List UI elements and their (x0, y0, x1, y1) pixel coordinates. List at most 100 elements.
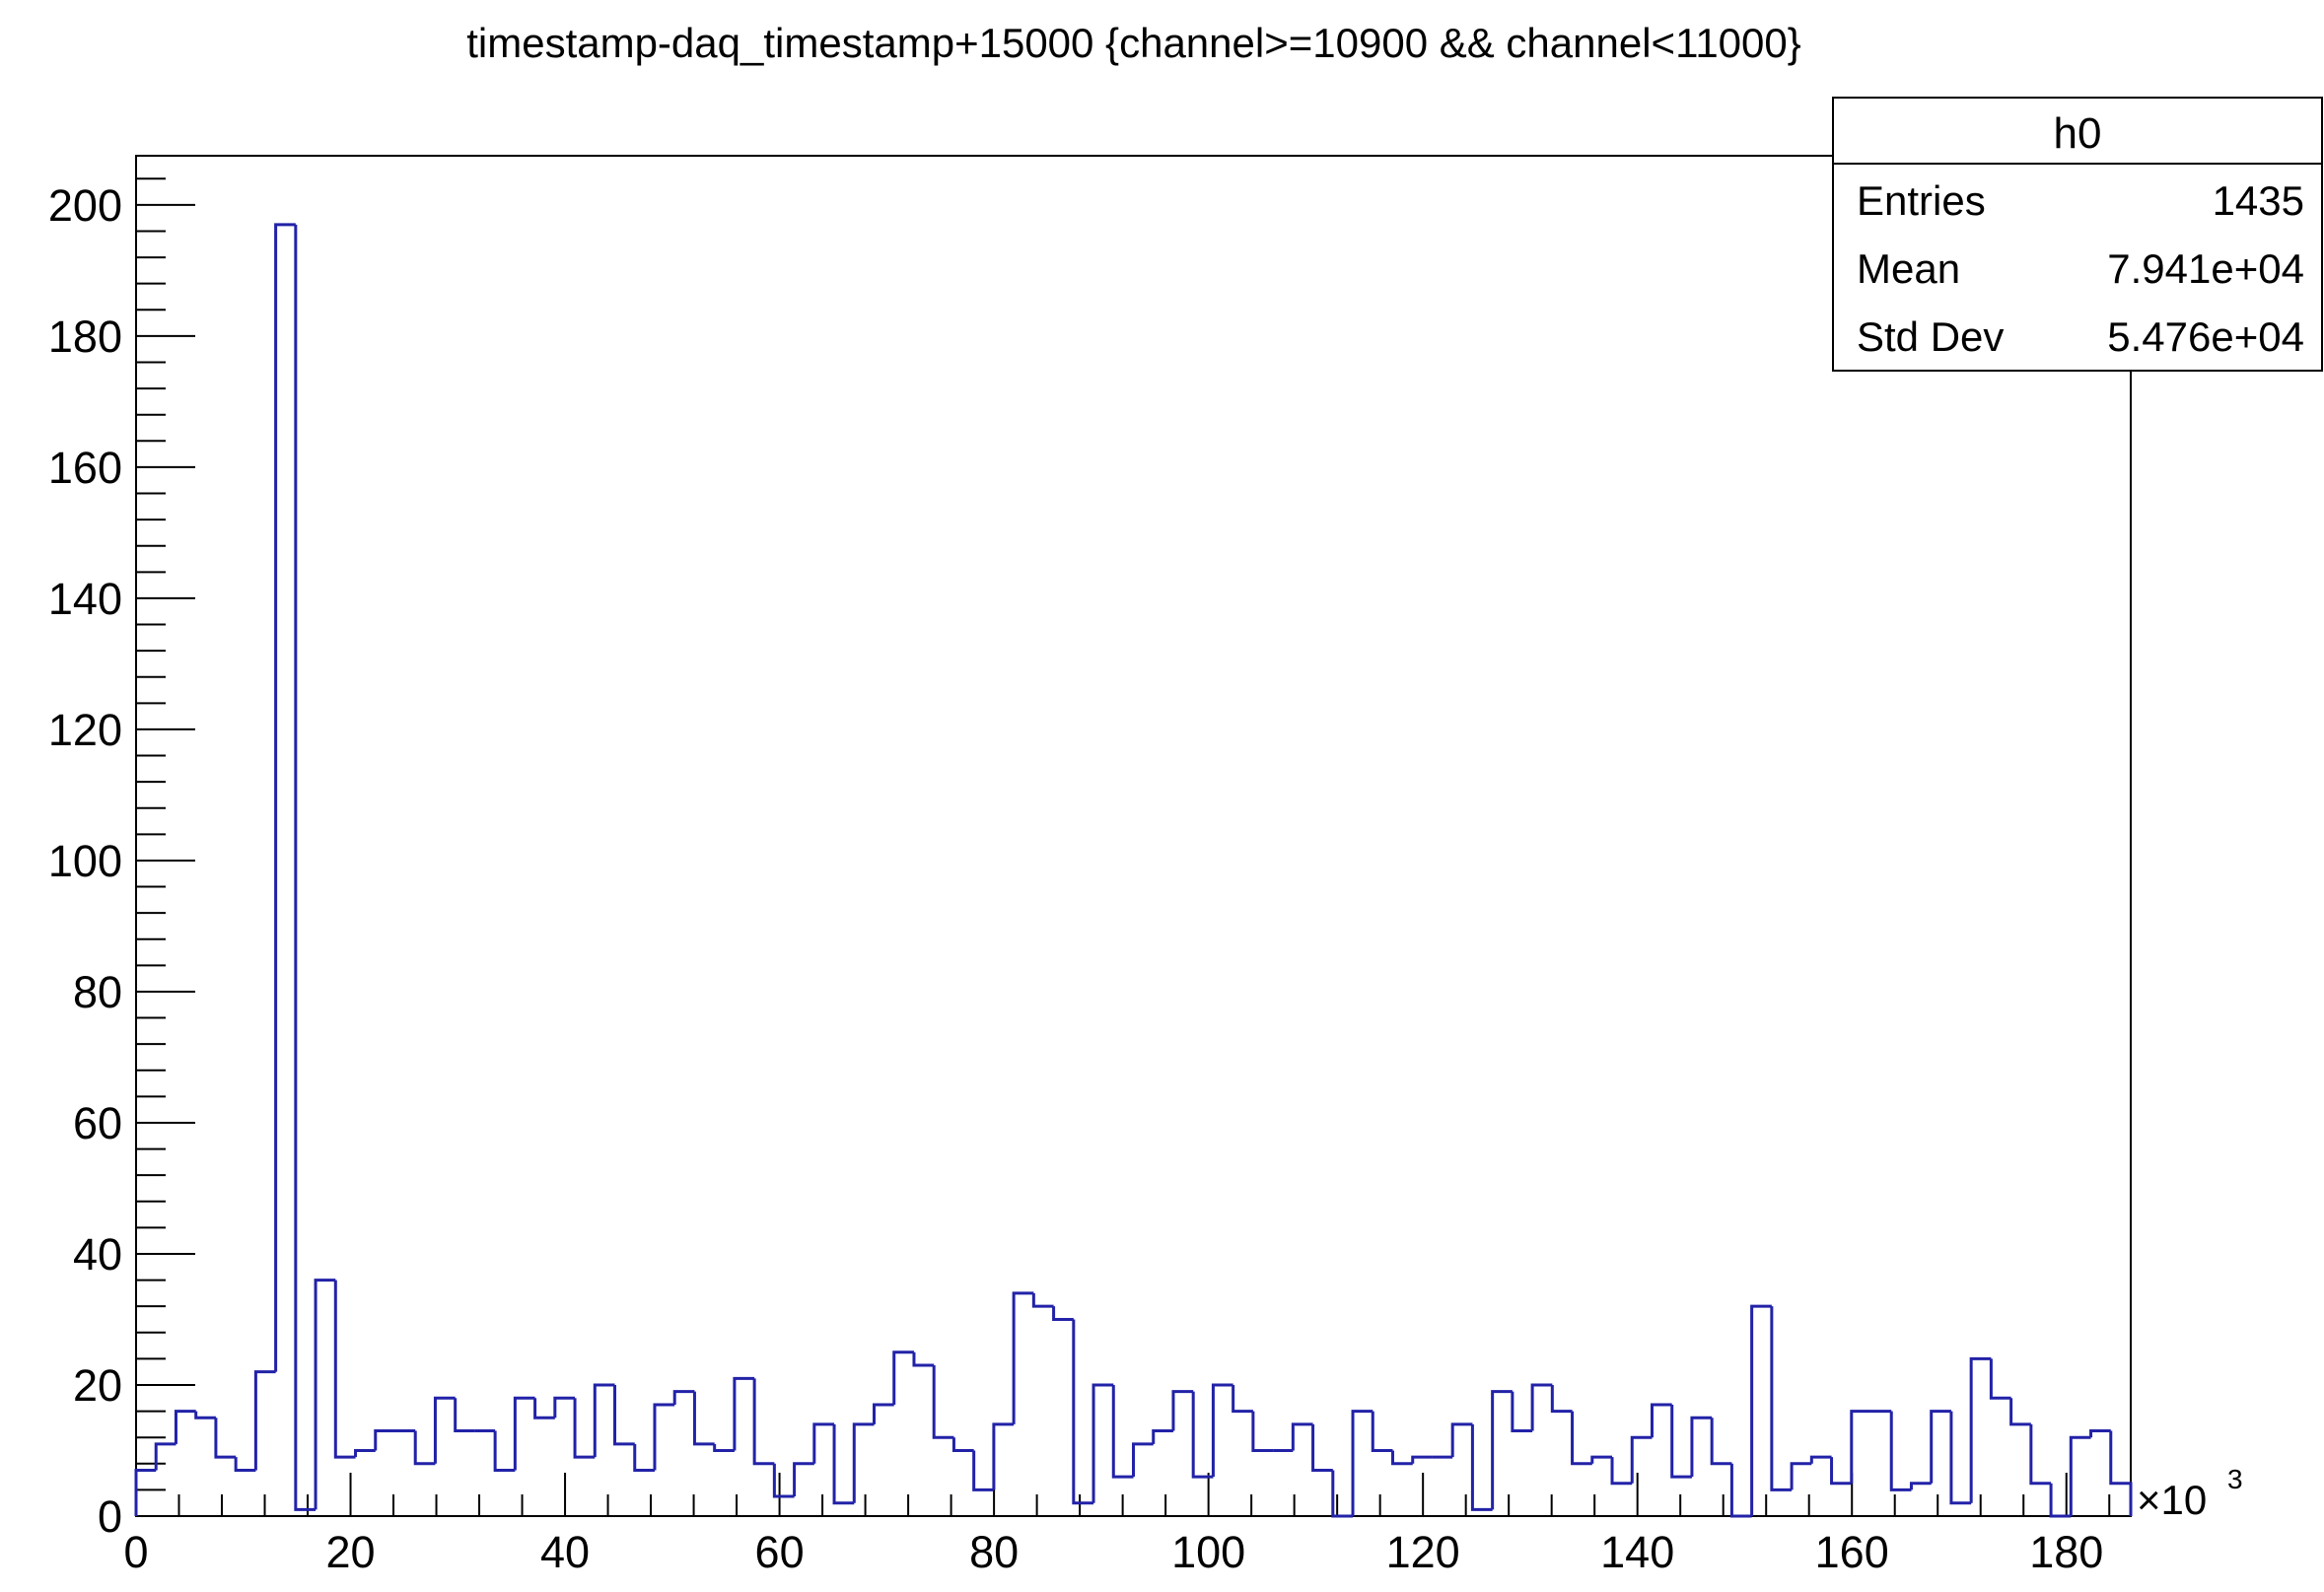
histogram-bin (1092, 1383, 1114, 1503)
histogram-bin (1450, 1422, 1473, 1458)
histogram-bin (1470, 1423, 1493, 1511)
histogram-bin (951, 1437, 974, 1452)
histogram-bin (1232, 1384, 1253, 1414)
histogram-bin (374, 1429, 395, 1451)
histogram-bin (793, 1462, 814, 1497)
histogram-bin (873, 1403, 894, 1424)
histogram-bin (294, 224, 317, 1511)
histogram-bin (1111, 1384, 1134, 1479)
histogram-bin (134, 1468, 157, 1516)
histogram-bin (1012, 1291, 1034, 1424)
histogram-bin (593, 1383, 615, 1458)
histogram-bin (713, 1443, 735, 1452)
y-tick-label: 180 (48, 311, 122, 362)
histogram-bin (1670, 1404, 1692, 1479)
histogram-bin (1511, 1391, 1533, 1433)
histogram-bin (832, 1423, 855, 1505)
histogram-bin (892, 1350, 914, 1405)
histogram-bin (1132, 1442, 1154, 1478)
stats-label: Entries (1857, 177, 1986, 224)
histogram-bin (1729, 1463, 1752, 1518)
histogram-bin (1311, 1423, 1333, 1472)
histogram-bin (1371, 1411, 1393, 1452)
y-tick-label: 160 (48, 443, 122, 493)
histogram-bin (1630, 1435, 1653, 1484)
histogram-bin (2069, 1435, 2091, 1516)
stats-title: h0 (2054, 109, 2102, 158)
histogram-bin (1052, 1306, 1074, 1321)
x-exponent: 3 (2227, 1464, 2243, 1494)
y-tick-label: 120 (48, 705, 122, 755)
histogram-bin (2109, 1430, 2133, 1516)
plot-frame (135, 155, 2132, 1517)
histogram-bin (672, 1390, 695, 1405)
histogram-bin (1251, 1411, 1274, 1452)
histogram-bin (992, 1422, 1015, 1490)
histogram-bin (1072, 1319, 1094, 1505)
histogram-bin (573, 1398, 596, 1459)
histogram-bin (1790, 1462, 1812, 1490)
histogram-bin (2049, 1483, 2072, 1518)
y-tick-label: 40 (73, 1229, 122, 1280)
histogram-bin (613, 1384, 635, 1446)
y-tick-label: 20 (73, 1360, 122, 1411)
histogram-bin (1969, 1356, 1992, 1503)
histogram-bin (2029, 1423, 2052, 1486)
histogram-bin (1590, 1455, 1613, 1464)
stats-value: 1435 (2213, 177, 2304, 224)
histogram-bin (812, 1422, 835, 1464)
x-tick-label: 100 (1171, 1527, 1245, 1577)
histogram-bin (1191, 1391, 1214, 1479)
histogram-bin (1889, 1411, 1912, 1491)
histogram-bin (154, 1442, 176, 1471)
stats-value: 5.476e+04 (2107, 313, 2304, 360)
histogram-bin (274, 223, 296, 1372)
histogram-bin (533, 1398, 555, 1419)
stats-box (1832, 97, 2323, 372)
histogram-bin (454, 1398, 475, 1433)
histogram-bin (1152, 1429, 1173, 1444)
x-tick-label: 140 (1600, 1527, 1674, 1577)
stats-value: 7.941e+04 (2107, 245, 2304, 292)
histogram-bin (1930, 1410, 1951, 1484)
x-multiplier: ×10 (2137, 1477, 2207, 1523)
x-tick-label: 120 (1386, 1527, 1460, 1577)
histogram-bin (493, 1430, 516, 1472)
histogram-bin (194, 1411, 216, 1419)
histogram-bin (1690, 1416, 1713, 1478)
x-tick-label: 160 (1815, 1527, 1889, 1577)
histogram-bin (1750, 1304, 1772, 1516)
histogram-bin (752, 1378, 775, 1466)
histogram-bin (253, 1370, 276, 1471)
y-tick-label: 100 (48, 836, 122, 886)
histogram-bin (1571, 1411, 1592, 1466)
histogram-bin (354, 1448, 376, 1458)
histogram-bin (1850, 1410, 1872, 1484)
y-tick-label: 200 (48, 180, 122, 231)
histogram-bin (2009, 1398, 2031, 1426)
histogram-bin (1809, 1455, 1832, 1464)
histogram-bin (1650, 1403, 1672, 1438)
histogram-bin (314, 1279, 336, 1510)
histogram-bin (653, 1403, 675, 1471)
histogram-bin (1411, 1455, 1433, 1464)
histogram-bin (972, 1450, 994, 1491)
x-tick-label: 40 (540, 1527, 590, 1577)
histogram-bin (214, 1418, 237, 1459)
stats-label: Std Dev (1857, 313, 2004, 360)
y-tick-label: 80 (73, 967, 122, 1017)
histogram-bin (1491, 1390, 1513, 1510)
histogram-bin (1171, 1390, 1194, 1431)
y-tick-label: 140 (48, 574, 122, 624)
stats-label: Mean (1857, 245, 1960, 292)
histogram-bin (1291, 1422, 1313, 1451)
histogram-bin (1770, 1306, 1793, 1491)
histogram-bin (1390, 1450, 1413, 1466)
x-tick-label: 20 (325, 1527, 375, 1577)
histogram-bin (433, 1396, 456, 1464)
histogram-bin (932, 1365, 954, 1439)
histogram-bin (1530, 1383, 1553, 1431)
histogram-bin (772, 1463, 795, 1498)
